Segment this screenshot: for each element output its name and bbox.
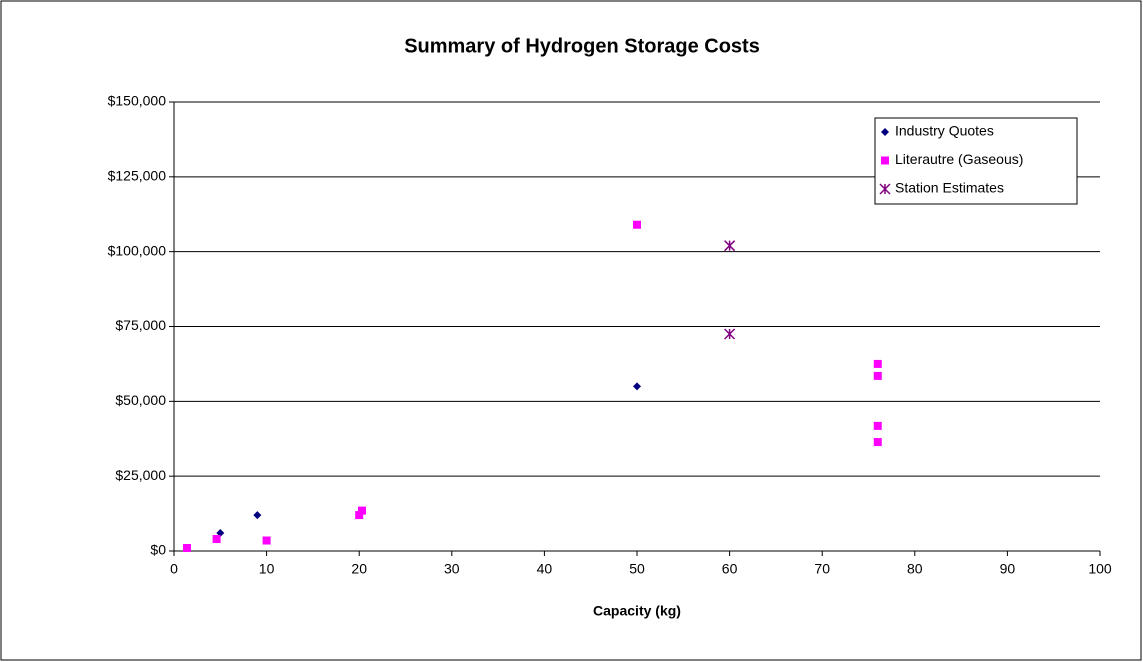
x-tick-label: 100 <box>1088 561 1112 577</box>
point <box>873 421 882 430</box>
y-tick-label: $75,000 <box>115 317 166 333</box>
y-tick-label: $100,000 <box>108 242 167 258</box>
x-tick-label: 20 <box>351 561 367 577</box>
x-tick-label: 50 <box>629 561 645 577</box>
x-tick-label: 10 <box>259 561 275 577</box>
legend-marker <box>879 183 891 195</box>
legend-marker <box>881 128 889 136</box>
x-tick-label: 70 <box>814 561 830 577</box>
legend-label: Station Estimates <box>895 180 1004 196</box>
point <box>182 544 191 553</box>
chart-title: Summary of Hydrogen Storage Costs <box>404 35 760 57</box>
x-tick-label: 80 <box>907 561 923 577</box>
point <box>357 506 366 515</box>
point <box>724 328 736 340</box>
legend-label: Literautre (Gaseous) <box>895 151 1023 167</box>
point <box>355 511 364 520</box>
point <box>873 371 882 380</box>
y-tick-label: $150,000 <box>108 93 167 109</box>
point <box>212 535 221 544</box>
x-tick-label: 90 <box>1000 561 1016 577</box>
y-tick-label: $0 <box>150 542 166 558</box>
point <box>633 220 641 229</box>
legend-box <box>874 117 1078 205</box>
point <box>253 511 262 520</box>
y-tick-label: $25,000 <box>115 467 166 483</box>
x-axis-title: Capacity (kg) <box>593 603 681 619</box>
point <box>633 382 641 391</box>
point <box>873 359 882 368</box>
point <box>873 438 882 447</box>
x-tick-label: 60 <box>722 561 738 577</box>
point <box>262 536 271 545</box>
legend-label: Industry Quotes <box>895 123 994 139</box>
y-tick-label: $50,000 <box>115 392 166 408</box>
point <box>724 240 736 252</box>
x-tick-label: 0 <box>170 561 178 577</box>
x-tick-label: 30 <box>444 561 460 577</box>
legend-marker <box>881 156 889 165</box>
y-tick-label: $125,000 <box>108 168 167 184</box>
x-tick-label: 40 <box>537 561 553 577</box>
